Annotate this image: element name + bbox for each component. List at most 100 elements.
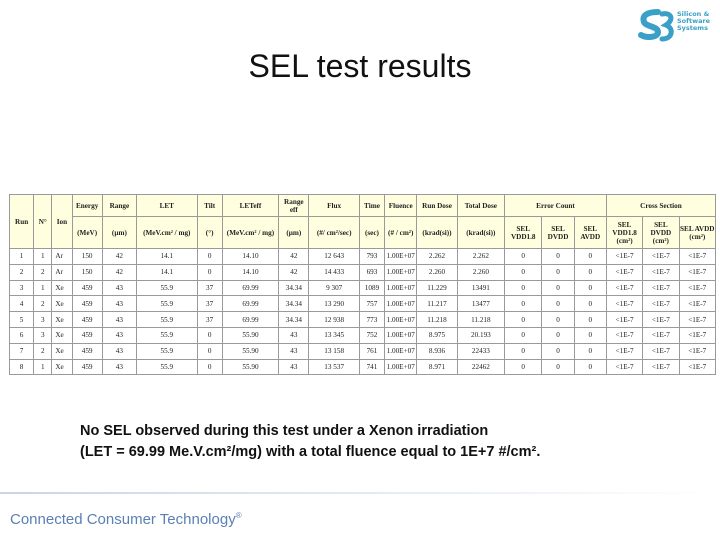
table-cell: <1E-7 xyxy=(678,279,717,297)
table-cell: 1 xyxy=(8,248,35,265)
note-line-1: No SEL observed during this test under a… xyxy=(80,423,489,439)
table-cell: 55.9 xyxy=(136,342,198,360)
footer-brand: Connected Consumer Technology® xyxy=(10,511,242,528)
table-cell: Xe xyxy=(51,311,73,328)
table-cell: <1E-7 xyxy=(678,326,717,344)
table-cell: 1.00E+07 xyxy=(384,311,418,328)
header-cell: LETeff xyxy=(221,194,280,217)
table-cell: 0 xyxy=(541,295,575,313)
table-cell: <1E-7 xyxy=(678,263,717,281)
table-cell: 22462 xyxy=(456,358,506,376)
table-cell: 2 xyxy=(8,263,35,281)
header-cell: Run Dose xyxy=(416,194,458,217)
table-cell: <1E-7 xyxy=(605,358,644,376)
unit-cell: (MeV) xyxy=(71,216,103,249)
table-cell: 14.1 xyxy=(136,263,198,281)
table-cell: 1.00E+07 xyxy=(384,342,418,360)
logo-line: Silicon & xyxy=(677,10,710,18)
table-cell: 43 xyxy=(278,358,310,376)
table-cell: 1.00E+07 xyxy=(384,358,418,376)
table-header-row: Run N° Ion Energy Range LET Tilt LETeff … xyxy=(8,194,717,249)
table-cell: <1E-7 xyxy=(605,248,644,265)
table-cell: 11.218 xyxy=(416,311,458,328)
table-cell: 1 xyxy=(33,248,53,265)
table-cell: <1E-7 xyxy=(605,263,644,281)
result-note: No SEL observed during this test under a… xyxy=(80,421,540,463)
table-cell: <1E-7 xyxy=(605,295,644,313)
unit-cell: (krad(si)) xyxy=(456,216,506,249)
table-cell: 0 xyxy=(196,358,223,376)
table-cell: 459 xyxy=(71,326,103,344)
table-cell: 43 xyxy=(278,342,310,360)
table-cell: 0 xyxy=(573,279,607,297)
table-cell: 0 xyxy=(573,311,607,328)
table-cell: 69.99 xyxy=(221,295,280,313)
table-cell: 22433 xyxy=(456,342,506,360)
table-cell: 0 xyxy=(541,248,575,265)
header-cell: Cross Section xyxy=(605,194,717,217)
table-cell: 12 643 xyxy=(308,248,360,265)
table-cell: 0 xyxy=(573,358,607,376)
table-cell: 1.00E+07 xyxy=(384,326,418,344)
unit-cell: (# / cm²) xyxy=(384,216,418,249)
table-cell: 42 xyxy=(278,248,310,265)
table-cell: 1.00E+07 xyxy=(384,263,418,281)
header-cell: Run xyxy=(8,194,35,249)
table-cell: 0 xyxy=(504,279,543,297)
table-row: 2 2 Ar 150 42 14.1 0 14.10 42 14 433 693 1.00E+07 2.… xyxy=(8,263,717,281)
sel-results-table: Run N° Ion Energy Range LET Tilt LETeff … xyxy=(8,194,717,376)
table-cell: 1089 xyxy=(358,279,386,297)
table-cell: 20.193 xyxy=(456,326,506,344)
table-cell: Xe xyxy=(51,279,73,297)
table-cell: 0 xyxy=(573,342,607,360)
table-cell: 459 xyxy=(71,311,103,328)
table-cell: 0 xyxy=(573,248,607,265)
table-cell: 459 xyxy=(71,358,103,376)
table-cell: <1E-7 xyxy=(642,263,680,281)
table-cell: 55.9 xyxy=(136,311,198,328)
table-cell: 55.9 xyxy=(136,358,198,376)
unit-cell: (µm) xyxy=(278,216,310,249)
header-cell: Tilt xyxy=(196,194,223,217)
table-cell: 55.90 xyxy=(221,358,280,376)
table-cell: 13 345 xyxy=(308,326,360,344)
table-cell: <1E-7 xyxy=(605,279,644,297)
unit-cell: SEL VDD1.8 (cm²) xyxy=(605,216,644,249)
table-cell: 43 xyxy=(101,326,138,344)
table-cell: 34.34 xyxy=(278,279,310,297)
header-cell: N° xyxy=(33,194,53,249)
table-cell: 11.217 xyxy=(416,295,458,313)
unit-cell: (MeV.cm² / mg) xyxy=(136,216,198,249)
table-cell: <1E-7 xyxy=(642,248,680,265)
table-cell: 6 xyxy=(8,326,35,344)
table-cell: 3 xyxy=(33,326,53,344)
s3-logo-icon xyxy=(638,9,674,42)
table-cell: 5 xyxy=(8,311,35,328)
table-cell: 0 xyxy=(196,263,223,281)
table-cell: 37 xyxy=(196,295,223,313)
table-cell: 37 xyxy=(196,279,223,297)
table-cell: 8 xyxy=(8,358,35,376)
table-cell: 55.9 xyxy=(136,279,198,297)
table-cell: 3 xyxy=(8,279,35,297)
table-body: 1 1 Ar 150 42 14.1 0 14.10 42 12 643 793 1.00E+07 2.… xyxy=(8,248,717,376)
table-cell: 55.90 xyxy=(221,342,280,360)
table-cell: 8.975 xyxy=(416,326,458,344)
table-cell: 13 290 xyxy=(308,295,360,313)
table-cell: 757 xyxy=(358,295,386,313)
table-cell: 150 xyxy=(71,263,103,281)
table-row: 8 1 Xe 459 43 55.9 0 55.90 43 13 537 741 1.00E+07 8.… xyxy=(8,358,717,376)
unit-cell: SEL VDD1.8 xyxy=(504,216,543,249)
table-cell: 0 xyxy=(541,263,575,281)
table-cell: 0 xyxy=(504,263,543,281)
table-cell: <1E-7 xyxy=(605,342,644,360)
table-cell: 14.10 xyxy=(221,263,280,281)
table-cell: 34.34 xyxy=(278,295,310,313)
table-cell: 42 xyxy=(101,248,138,265)
note-line-2: (LET = 69.99 Me.V.cm²/mg) with a total f… xyxy=(80,444,541,460)
table-cell: 2.260 xyxy=(456,263,506,281)
table-cell: Xe xyxy=(51,295,73,313)
table-cell: Ar xyxy=(51,248,73,265)
table-cell: 8.971 xyxy=(416,358,458,376)
table-cell: <1E-7 xyxy=(642,342,680,360)
